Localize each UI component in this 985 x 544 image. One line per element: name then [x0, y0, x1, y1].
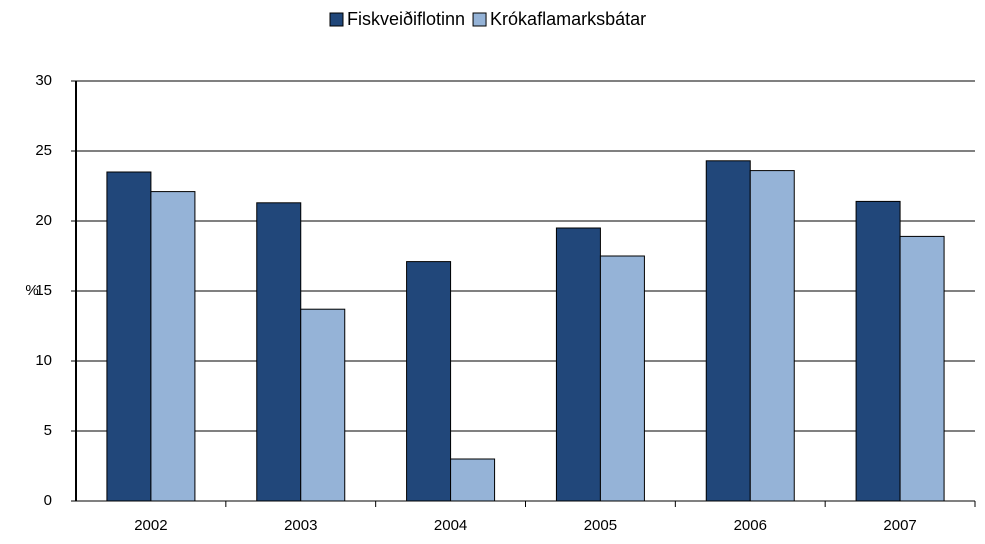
y-tick-label: 0 [44, 492, 52, 509]
bar [749, 170, 795, 502]
bar [300, 308, 346, 502]
x-tick-label: 2003 [284, 517, 317, 534]
bar [106, 171, 152, 502]
y-tick-label: 10 [35, 352, 52, 369]
x-tick-label: 2004 [434, 517, 467, 534]
legend-swatch [472, 12, 487, 27]
y-axis-label: % [25, 282, 38, 299]
x-tick-label: 2007 [883, 517, 916, 534]
bar [899, 235, 945, 502]
y-tick-label: 25 [35, 142, 52, 159]
y-tick-label: 30 [35, 72, 52, 89]
bar [855, 200, 901, 502]
legend-label: Fiskveiðiflotinn [347, 9, 465, 29]
bar [705, 160, 751, 502]
bar [256, 202, 302, 502]
x-tick-label: 2005 [584, 517, 617, 534]
y-tick-label: 5 [44, 422, 52, 439]
bar [599, 255, 645, 502]
y-tick-label: 20 [35, 212, 52, 229]
bar [406, 261, 452, 502]
y-tick-label: 15 [35, 282, 52, 299]
legend-swatch [329, 12, 344, 27]
bar [150, 191, 196, 502]
bar [450, 458, 496, 502]
bar [555, 227, 601, 502]
x-tick-label: 2002 [134, 517, 167, 534]
x-tick-label: 2006 [734, 517, 767, 534]
legend-label: Krókaflamarksbátar [490, 9, 646, 29]
